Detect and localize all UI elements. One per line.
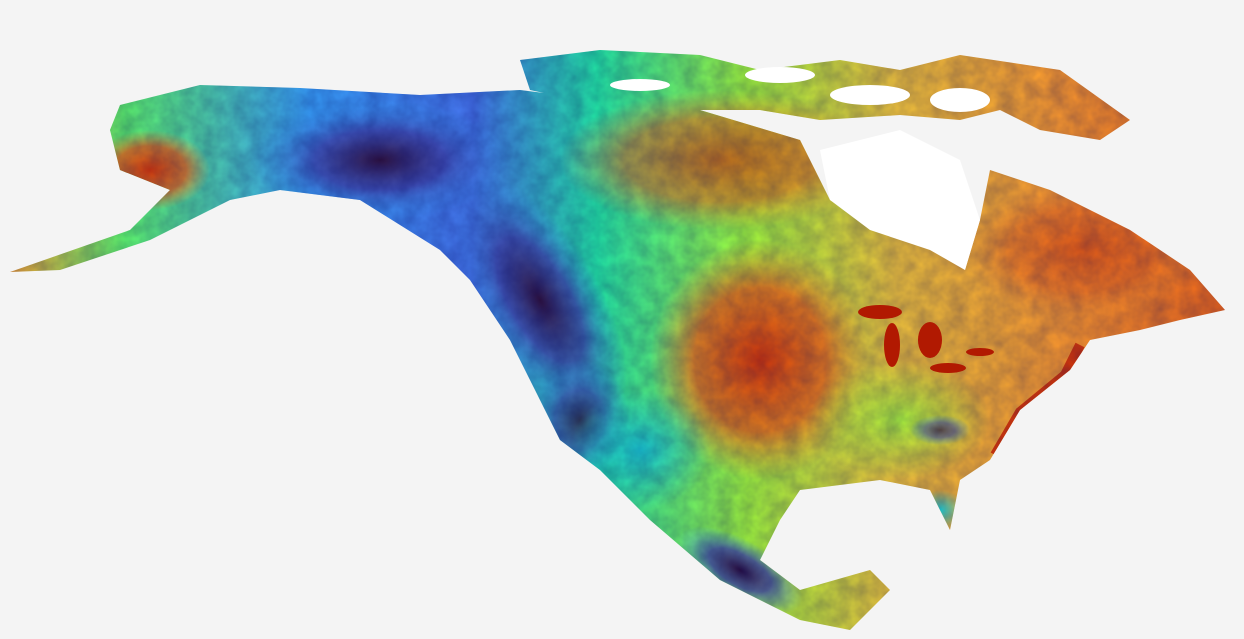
great-lakes — [858, 305, 994, 373]
arctic-water-gaps — [610, 67, 990, 112]
hudson-bay — [820, 130, 980, 270]
